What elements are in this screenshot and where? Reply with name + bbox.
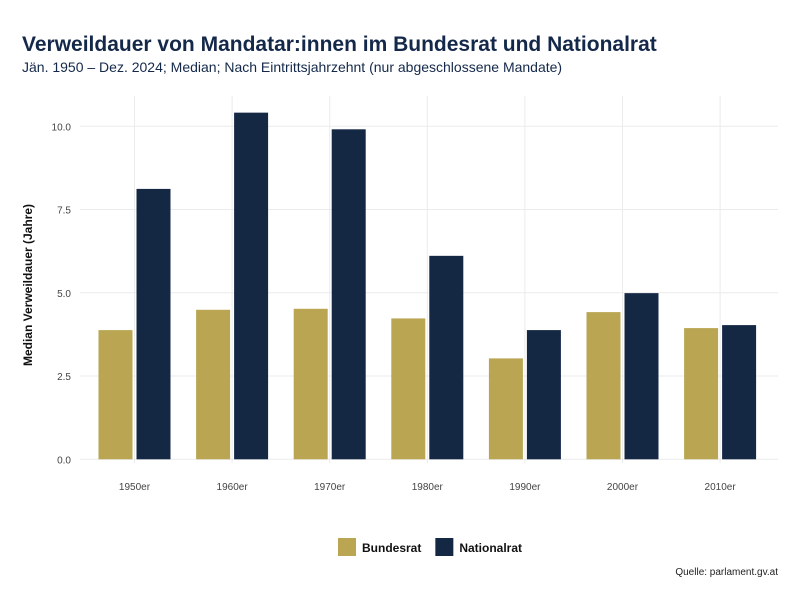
x-tick-label: 1990er [509, 482, 541, 493]
bar-bundesrat-1970er [293, 308, 328, 460]
x-tick-label: 1980er [412, 482, 444, 493]
y-tick-label: 0.0 [57, 455, 71, 466]
bar-bundesrat-2010er [684, 328, 719, 460]
y-tick-label: 7.5 [57, 206, 71, 217]
bar-bundesrat-1950er [98, 330, 133, 460]
chart-title: Verweildauer von Mandatar:innen im Bunde… [22, 33, 657, 56]
bar-nationalrat-1990er [526, 330, 561, 460]
y-tick-label: 10.0 [52, 122, 72, 133]
bar-nationalrat-2000er [624, 293, 659, 460]
x-tick-label: 1970er [314, 482, 346, 493]
legend-swatch-bundesrat [338, 538, 356, 556]
y-tick-label: 2.5 [57, 372, 71, 383]
x-tick-label: 1960er [217, 482, 249, 493]
bar-nationalrat-1970er [331, 129, 366, 460]
y-axis-label: Median Verweildauer (Jahre) [21, 204, 35, 366]
legend-label-nationalrat: Nationalrat [459, 541, 522, 555]
bar-bundesrat-1980er [391, 318, 426, 460]
x-tick-label: 1950er [119, 482, 151, 493]
source-note: Quelle: parlament.gv.at [675, 567, 778, 578]
bar-bundesrat-1960er [196, 309, 231, 460]
bar-nationalrat-1950er [136, 188, 171, 460]
bar-nationalrat-2010er [722, 325, 757, 460]
bar-nationalrat-1960er [234, 112, 269, 460]
x-tick-label: 2010er [705, 482, 737, 493]
y-tick-label: 5.0 [57, 289, 71, 300]
legend-swatch-nationalrat [435, 538, 454, 556]
x-tick-label: 2000er [607, 482, 639, 493]
bar-bundesrat-2000er [586, 312, 621, 460]
chart-subtitle: Jän. 1950 – Dez. 2024; Median; Nach Eint… [22, 59, 563, 75]
legend-label-bundesrat: Bundesrat [362, 541, 421, 555]
bar-nationalrat-1980er [429, 255, 464, 460]
bar-bundesrat-1990er [488, 358, 523, 460]
